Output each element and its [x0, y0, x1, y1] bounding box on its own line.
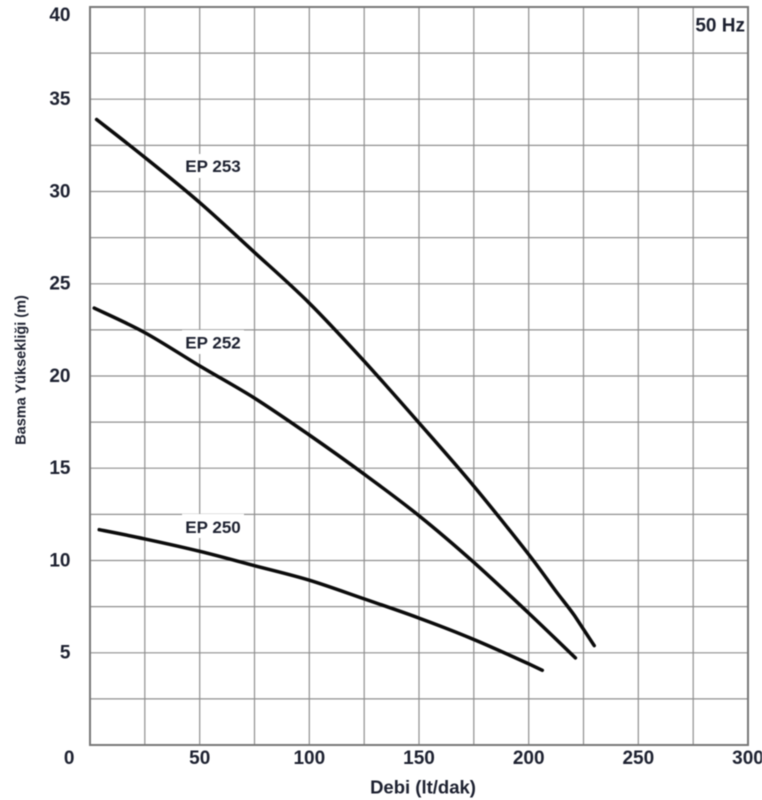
- svg-text:25: 25: [49, 274, 71, 295]
- svg-text:100: 100: [293, 748, 325, 769]
- svg-text:50 Hz: 50 Hz: [695, 16, 745, 37]
- svg-text:0: 0: [64, 748, 75, 769]
- svg-text:35: 35: [49, 89, 71, 110]
- svg-text:150: 150: [403, 748, 435, 769]
- svg-text:300: 300: [732, 748, 762, 769]
- svg-text:10: 10: [49, 550, 70, 571]
- svg-text:EP 252: EP 252: [185, 333, 240, 352]
- svg-text:15: 15: [49, 458, 71, 479]
- svg-text:20: 20: [49, 366, 70, 387]
- svg-text:50: 50: [189, 748, 210, 769]
- svg-text:5: 5: [60, 643, 71, 664]
- svg-text:EP 253: EP 253: [185, 157, 240, 176]
- svg-text:Debi (lt/dak): Debi (lt/dak): [370, 777, 476, 798]
- svg-text:EP 250: EP 250: [185, 518, 240, 537]
- svg-text:Basma Yüksekliği (m): Basma Yüksekliği (m): [14, 295, 30, 445]
- svg-text:250: 250: [622, 748, 654, 769]
- svg-text:30: 30: [49, 181, 70, 202]
- svg-text:200: 200: [513, 748, 545, 769]
- svg-text:40: 40: [49, 5, 70, 26]
